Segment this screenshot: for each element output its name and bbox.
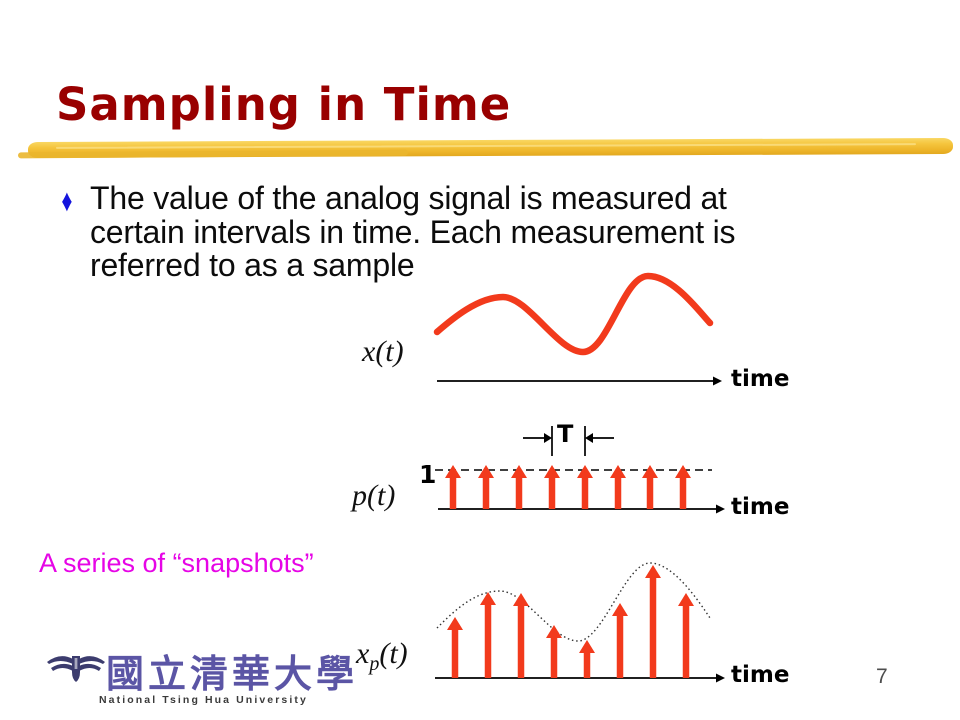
analog-signal-diagram	[433, 272, 722, 386]
signal-label-xt: x(t)	[362, 335, 404, 368]
signal-label-xpt: xp(t)	[356, 637, 408, 676]
xpt-sub: p	[369, 653, 380, 675]
bullet-diamond-icon: ♦	[61, 183, 73, 218]
impulse-arrows	[445, 465, 691, 509]
time-axis-label: time	[731, 662, 790, 688]
xpt-rest: (t)	[379, 637, 408, 670]
period-T-label: T	[557, 420, 574, 448]
time-axis-arrowhead	[716, 673, 725, 683]
bullet-line: certain intervals in time. Each measurem…	[90, 213, 736, 250]
nthu-emblem-icon	[46, 650, 106, 694]
envelope-dotted-curve	[436, 562, 711, 642]
time-axis-arrowhead	[713, 376, 722, 386]
bullet-paragraph: The value of the analog signal is measur…	[90, 180, 890, 283]
period-marker	[523, 426, 614, 456]
bullet-line: referred to as a sample	[90, 247, 415, 283]
time-axis-label: time	[731, 494, 790, 520]
analog-signal-curve	[433, 272, 714, 356]
time-axis-arrowhead	[716, 504, 725, 514]
university-name-zh: 國立清華大學	[106, 654, 359, 696]
sample-impulse-arrows	[447, 565, 694, 678]
signal-label-pt: p(t)	[352, 479, 396, 512]
bullet-line: The value of the analog signal is measur…	[90, 180, 727, 216]
page-number: 7	[876, 665, 888, 688]
sampled-signal-diagram	[435, 562, 725, 683]
university-name-en: National Tsing Hua University	[99, 694, 308, 706]
annotation-snapshots: A series of “snapshots”	[39, 548, 314, 578]
time-axis-label: time	[731, 366, 790, 392]
slide-title: Sampling in Time	[56, 78, 512, 131]
amplitude-one-label: 1	[419, 460, 437, 489]
xpt-base: x	[356, 637, 370, 670]
pulse-train-diagram	[435, 426, 725, 514]
